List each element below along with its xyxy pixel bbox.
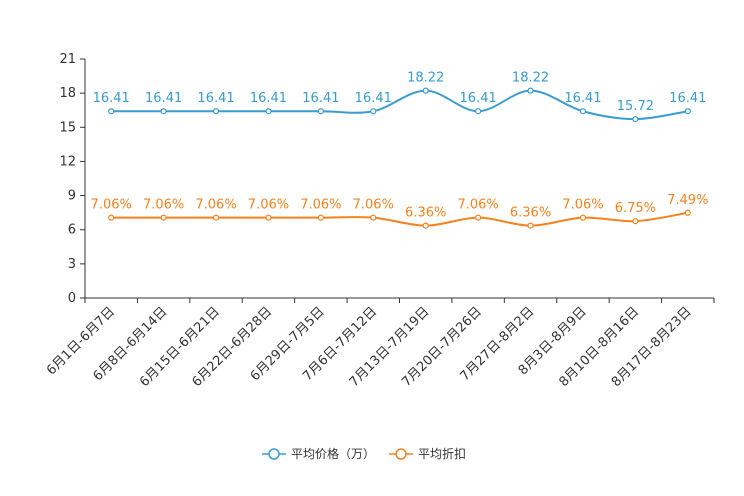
data-point[interactable] [684,209,691,216]
data-point[interactable] [370,214,377,221]
legend[interactable]: 平均价格（万） 平均折扣 [262,446,466,461]
data-point[interactable] [579,214,587,221]
data-point[interactable] [422,87,429,94]
series-1: 16.41 16.41 16.41 16.41 16.41 16.41 18.22 16.41… [93,71,706,123]
data-label: 18.22 [407,71,444,86]
data-point[interactable] [212,108,220,115]
data-point[interactable] [265,108,272,115]
data-point[interactable] [632,115,639,123]
y-tick-label: 6 [68,223,76,238]
data-label: 7.06% [91,198,132,213]
legend-marker-icon [395,448,407,460]
data-point[interactable] [108,108,115,115]
data-point[interactable] [475,214,482,221]
data-label: 16.41 [93,91,130,106]
data-point[interactable] [108,214,115,221]
data-label: 7.06% [248,198,289,213]
data-label: 16.41 [460,91,497,106]
legend-item-1[interactable]: 平均价格（万） [262,446,375,461]
y-tick-label: 12 [59,154,76,169]
data-point[interactable] [527,222,534,229]
y-tick-label: 3 [68,257,76,272]
legend-item-2[interactable]: 平均折扣 [389,446,466,461]
data-point[interactable] [370,108,377,115]
data-label: 15.72 [617,99,654,114]
data-point[interactable] [317,214,324,221]
data-label: 16.41 [145,91,182,106]
data-point[interactable] [475,108,482,115]
data-label: 7.06% [195,198,236,213]
y-tick-label: 15 [59,120,76,135]
data-label: 7.06% [300,198,341,213]
data-point[interactable] [212,214,220,221]
data-label: 16.41 [302,91,339,106]
data-point[interactable] [265,214,272,221]
data-label: 7.06% [562,198,603,213]
data-label: 7.06% [457,198,498,213]
series-2: 7.06% 7.06% 7.06% 7.06% 7.06% 7.06% 6.36% 7.06%… [91,193,708,229]
data-label: 16.41 [564,91,601,106]
data-point[interactable] [160,214,167,221]
data-label: 18.22 [512,71,549,86]
series-layer: 16.41 16.41 16.41 16.41 16.41 16.41 18.22 16.41… [91,71,708,229]
data-label: 7.06% [143,198,184,213]
data-label: 6.36% [405,206,446,221]
y-tick-label: 18 [59,86,76,101]
data-label: 6.36% [510,206,551,221]
data-label: 16.41 [250,91,287,106]
y-tick-label: 9 [68,189,76,204]
data-label: 16.41 [669,91,706,106]
legend-label: 平均折扣 [418,446,466,461]
legend-label: 平均价格（万） [291,446,375,461]
series-line [111,89,688,121]
legend-marker-icon [268,448,280,460]
data-point[interactable] [632,218,639,225]
data-point[interactable] [527,87,534,94]
series-line [111,211,688,227]
data-point[interactable] [422,222,429,229]
y-tick-label: 0 [68,291,76,306]
data-point[interactable] [579,108,587,115]
data-point[interactable] [684,108,691,115]
y-tick-label: 21 [59,52,76,67]
data-label: 6.75% [615,201,656,216]
data-label: 7.49% [667,193,708,208]
data-label: 7.06% [353,198,394,213]
data-point[interactable] [317,108,324,115]
data-label: 16.41 [197,91,234,106]
data-label: 16.41 [355,91,392,106]
data-point[interactable] [160,108,167,115]
